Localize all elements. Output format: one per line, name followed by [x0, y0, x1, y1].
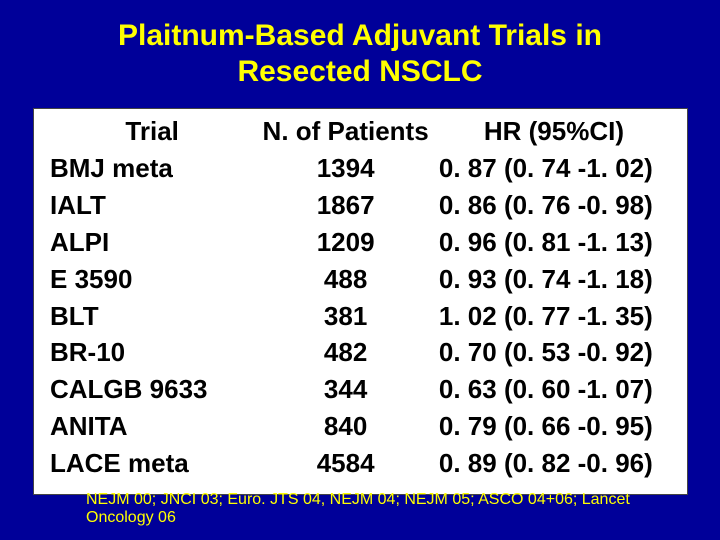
- cell-patients: 840: [256, 408, 435, 445]
- cell-patients: 1209: [256, 224, 435, 261]
- cell-hr: 0. 86 (0. 76 -0. 98): [435, 187, 673, 224]
- table-header-row: Trial N. of Patients HR (95%CI): [48, 113, 673, 150]
- table-row: BR-10 482 0. 70 (0. 53 -0. 92): [48, 334, 673, 371]
- cell-hr: 0. 89 (0. 82 -0. 96): [435, 445, 673, 482]
- cell-patients: 344: [256, 371, 435, 408]
- cell-trial: BLT: [48, 298, 256, 335]
- cell-trial: IALT: [48, 187, 256, 224]
- col-header-trial: Trial: [48, 113, 256, 150]
- cell-patients: 1867: [256, 187, 435, 224]
- slide-title: Plaitnum-Based Adjuvant Trials in Resect…: [30, 18, 690, 90]
- table-row: ALPI 1209 0. 96 (0. 81 -1. 13): [48, 224, 673, 261]
- table-row: LACE meta 4584 0. 89 (0. 82 -0. 96): [48, 445, 673, 482]
- table-row: BMJ meta 1394 0. 87 (0. 74 -1. 02): [48, 150, 673, 187]
- cell-hr: 0. 87 (0. 74 -1. 02): [435, 150, 673, 187]
- cell-hr: 0. 63 (0. 60 -1. 07): [435, 371, 673, 408]
- cell-trial: ANITA: [48, 408, 256, 445]
- cell-patients: 488: [256, 261, 435, 298]
- table-row: BLT 381 1. 02 (0. 77 -1. 35): [48, 298, 673, 335]
- cell-trial: CALGB 9633: [48, 371, 256, 408]
- cell-trial: BR-10: [48, 334, 256, 371]
- col-header-hr: HR (95%CI): [435, 113, 673, 150]
- cell-hr: 0. 79 (0. 66 -0. 95): [435, 408, 673, 445]
- cell-patients: 4584: [256, 445, 435, 482]
- table-row: ANITA 840 0. 79 (0. 66 -0. 95): [48, 408, 673, 445]
- cell-trial: E 3590: [48, 261, 256, 298]
- table-row: CALGB 9633 344 0. 63 (0. 60 -1. 07): [48, 371, 673, 408]
- col-header-patients: N. of Patients: [256, 113, 435, 150]
- cell-trial: LACE meta: [48, 445, 256, 482]
- cell-patients: 381: [256, 298, 435, 335]
- cell-patients: 1394: [256, 150, 435, 187]
- cell-trial: BMJ meta: [48, 150, 256, 187]
- citation-footer: NEJM 00; JNCI 03; Euro. JTS 04, NEJM 04;…: [86, 491, 646, 527]
- cell-hr: 1. 02 (0. 77 -1. 35): [435, 298, 673, 335]
- slide: Plaitnum-Based Adjuvant Trials in Resect…: [0, 0, 720, 540]
- table-row: E 3590 488 0. 93 (0. 74 -1. 18): [48, 261, 673, 298]
- trials-table: Trial N. of Patients HR (95%CI) BMJ meta…: [33, 108, 688, 495]
- cell-trial: ALPI: [48, 224, 256, 261]
- cell-hr: 0. 96 (0. 81 -1. 13): [435, 224, 673, 261]
- cell-hr: 0. 93 (0. 74 -1. 18): [435, 261, 673, 298]
- table-row: IALT 1867 0. 86 (0. 76 -0. 98): [48, 187, 673, 224]
- cell-hr: 0. 70 (0. 53 -0. 92): [435, 334, 673, 371]
- cell-patients: 482: [256, 334, 435, 371]
